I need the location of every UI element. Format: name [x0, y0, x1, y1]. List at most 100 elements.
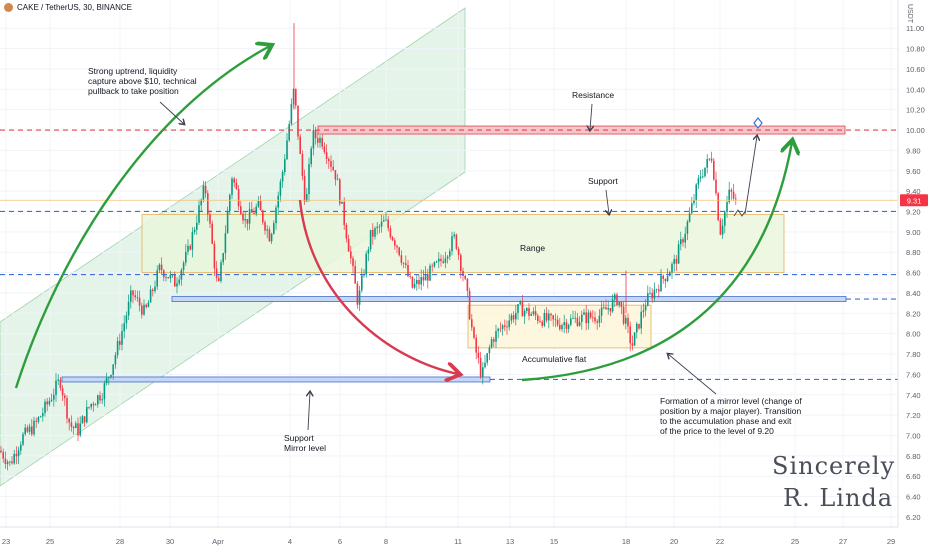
- candle-body: [653, 289, 656, 299]
- candle-body: [145, 304, 147, 308]
- candle-body: [86, 407, 88, 423]
- candle-body: [72, 426, 75, 429]
- candle-body: [528, 308, 530, 316]
- candle-body: [475, 337, 477, 353]
- candle-body: [352, 258, 354, 267]
- candle-body: [317, 138, 319, 143]
- signature-line-1: Sincerely: [772, 452, 896, 480]
- candle-body: [682, 239, 684, 243]
- price-tick-label: 9.40: [906, 187, 921, 196]
- candle-body: [112, 364, 114, 375]
- candle-body: [92, 403, 95, 406]
- candle-body: [273, 223, 275, 234]
- price-tick-label: 10.80: [906, 45, 925, 54]
- target-arrow: [744, 136, 757, 215]
- candle-body: [607, 308, 609, 310]
- candle-body: [264, 222, 266, 231]
- candle-body: [578, 321, 581, 326]
- candle-body: [123, 323, 125, 332]
- price-tick-label: 8.20: [906, 309, 921, 318]
- price-axis-layer[interactable]: 6.20 6.40 6.60 6.80 7.00 7.20 7.40 7.60 7.80 8.00…: [897, 0, 928, 527]
- candle-body: [710, 158, 713, 161]
- candle-body: [677, 244, 680, 264]
- candle-body: [361, 275, 363, 291]
- mid-support-zone: [171, 296, 847, 302]
- candle-body: [526, 308, 528, 311]
- candle-body: [418, 279, 420, 285]
- price-tick-label: 9.20: [906, 207, 921, 216]
- candle-body: [479, 358, 482, 377]
- candle-body: [204, 185, 207, 194]
- time-tick-label: 25: [791, 537, 799, 546]
- candle-body: [598, 315, 601, 323]
- candle-body: [473, 327, 475, 338]
- candle-body: [244, 218, 246, 221]
- candle-body: [636, 323, 638, 333]
- candle-body: [48, 400, 51, 405]
- candle-body: [182, 262, 185, 270]
- candle-body: [24, 427, 26, 435]
- candle-body: [110, 374, 112, 378]
- candle-body: [402, 262, 405, 264]
- candle-body: [127, 301, 130, 316]
- candle-body: [686, 221, 689, 234]
- candle-body: [713, 160, 715, 180]
- candle-body: [202, 185, 205, 200]
- zigzag-marker: [733, 209, 747, 217]
- candle-body: [576, 317, 579, 326]
- price-tick-label: 8.00: [906, 330, 921, 339]
- price-tick-label: 6.40: [906, 493, 921, 502]
- candle-body: [105, 377, 108, 384]
- candle-body: [321, 137, 323, 147]
- candle-body: [592, 317, 594, 319]
- candle-body: [616, 294, 618, 306]
- time-tick-label: 20: [670, 537, 678, 546]
- candle-body: [378, 226, 381, 228]
- candle-body: [301, 153, 304, 176]
- candle-body: [596, 321, 598, 323]
- candle-body: [248, 209, 251, 224]
- candle-body: [433, 262, 436, 267]
- level-lines-layer: [0, 129, 898, 381]
- current-price-tag-label: 9.31: [907, 196, 922, 205]
- resistance-pointer: [590, 103, 592, 130]
- candle-body: [543, 312, 546, 326]
- candle-body: [539, 321, 541, 322]
- candle-body: [152, 289, 154, 292]
- candle-body: [376, 226, 378, 229]
- candle-body: [189, 245, 191, 250]
- candle-body: [457, 248, 460, 256]
- price-tick-label: 10.00: [906, 126, 925, 135]
- time-tick-label: Apr: [212, 537, 224, 546]
- candle-body: [101, 399, 103, 401]
- candle-body: [165, 277, 167, 278]
- candle-body: [374, 228, 376, 237]
- candle-body: [545, 312, 548, 321]
- price-tick-label: 7.00: [906, 431, 921, 440]
- price-unit-label: USDT: [906, 4, 913, 24]
- candle-body: [169, 274, 172, 279]
- candle-body: [53, 394, 55, 400]
- candle-body: [178, 279, 180, 284]
- candle-body: [94, 404, 97, 406]
- candle-body: [312, 130, 315, 149]
- candle-body: [350, 251, 352, 259]
- candle-body: [574, 317, 576, 319]
- target-diamond-icon: [753, 117, 763, 129]
- candle-body: [193, 229, 196, 232]
- candle-body: [554, 319, 557, 321]
- price-tick-label: 8.60: [906, 269, 921, 278]
- candle-body: [191, 231, 194, 250]
- candle-body: [413, 283, 416, 288]
- candle-body: [695, 184, 697, 201]
- candle-body: [55, 380, 57, 395]
- candle-body: [116, 341, 119, 356]
- time-axis-layer[interactable]: 23 25 28 30 Apr 4 6 8 11 13 15 18 20 22 25 27 29: [0, 526, 898, 546]
- candle-body: [9, 461, 11, 463]
- candle-body: [220, 262, 222, 282]
- support-pointer: [606, 189, 609, 214]
- candle-body: [493, 339, 495, 342]
- candle-body: [154, 286, 156, 292]
- price-tick-label: 7.60: [906, 370, 921, 379]
